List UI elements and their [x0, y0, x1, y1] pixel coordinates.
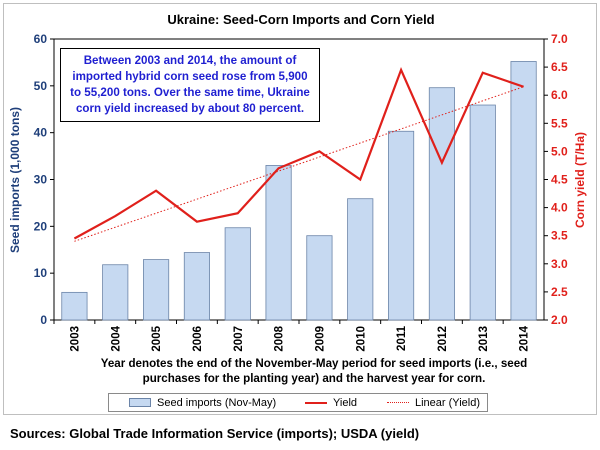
y-tick-label: 20: [34, 219, 48, 233]
y-tick-label: 10: [34, 266, 48, 280]
bar-2012: [428, 87, 455, 321]
y2-tick-label: 2.0: [551, 313, 568, 327]
y-tick-label: 0: [40, 313, 47, 327]
x-tick-label-2005: 2005: [151, 325, 163, 351]
bar-2009: [306, 235, 333, 321]
x-tick-label-2012: 2012: [437, 326, 449, 352]
y2-tick-label: 6.5: [551, 60, 568, 74]
x-tick-label-2007: 2007: [233, 326, 245, 352]
chart-title: Ukraine: Seed-Corn Imports and Corn Yiel…: [167, 12, 434, 27]
y-axis-label: Seed imports (1,000 tons): [8, 107, 22, 253]
bar-2006: [183, 252, 210, 321]
bar-2003: [61, 291, 88, 321]
x-tick-label-2004: 2004: [110, 325, 122, 351]
x-tick-label-2006: 2006: [192, 326, 204, 352]
legend-label-seed-imports: Seed imports (Nov-May): [157, 397, 277, 409]
y2-tick-label: 2.5: [551, 285, 568, 299]
y2-tick-label: 6.0: [551, 88, 568, 102]
y-tick-label: 50: [34, 79, 48, 93]
y2-tick-label: 4.0: [551, 201, 568, 215]
bar-2005: [143, 259, 170, 321]
y2-tick-label: 5.0: [551, 144, 568, 158]
y2-tick-label: 3.5: [551, 229, 568, 243]
y2-tick-label: 7.0: [551, 32, 568, 46]
x-tick-label-2009: 2009: [314, 326, 326, 352]
bar-2011: [388, 130, 415, 321]
bar-2013: [469, 104, 496, 321]
chart-svg: Ukraine: Seed-Corn Imports and Corn Yiel…: [8, 12, 587, 352]
y-tick-label: 60: [34, 32, 48, 46]
bar-2014: [510, 61, 537, 321]
x-axis-label: Year denotes the end of the November-May…: [100, 357, 528, 385]
y2-axis-label: Corn yield (T/Ha): [573, 132, 587, 228]
y2-tick-label: 5.5: [551, 116, 568, 130]
bar-2004: [102, 264, 129, 321]
legend-swatch-line: [305, 402, 327, 404]
plot-area: 0 10 20 30 40 50 60 2.0 2.5 3.0 3.5 4.0 4.5 5.0 5.5 6.0…: [34, 32, 568, 352]
x-tick-label-2008: 2008: [274, 325, 286, 351]
legend-swatch-trendline: [387, 402, 409, 403]
legend-swatch-bar: [129, 398, 151, 407]
chart-frame: Ukraine: Seed-Corn Imports and Corn Yiel…: [3, 3, 597, 415]
y-tick-label: 30: [34, 173, 48, 187]
line-yield: [73, 66, 524, 240]
annotation-box: Between 2003 and 2014, the amount of imp…: [60, 48, 320, 122]
trendline-linear-yield: [74, 86, 524, 242]
x-tick-label-2011: 2011: [396, 325, 408, 351]
y2-tick-label: 4.5: [551, 173, 568, 187]
y2-tick-label: 3.0: [551, 257, 568, 271]
legend-label-yield: Yield: [333, 397, 358, 409]
bar-2008: [265, 165, 292, 321]
legend-label-linear-yield: Linear (Yield): [415, 397, 481, 409]
x-tick-label-2013: 2013: [478, 326, 490, 352]
source-note: Sources: Global Trade Information Servic…: [10, 426, 420, 441]
bar-2007: [224, 227, 251, 321]
x-tick-label-2010: 2010: [355, 326, 367, 352]
y-tick-label: 40: [34, 126, 48, 140]
legend: Seed imports (Nov-May) Yield Linear (Yie…: [108, 393, 488, 412]
x-tick-label-2014: 2014: [519, 325, 531, 351]
x-tick-label-2003: 2003: [69, 326, 81, 352]
bar-2010: [347, 198, 374, 321]
